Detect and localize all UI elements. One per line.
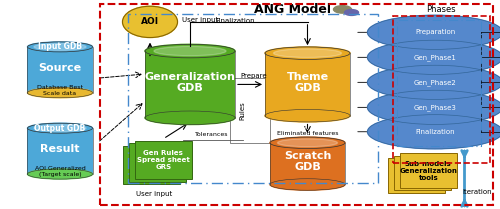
Circle shape — [344, 10, 358, 15]
FancyBboxPatch shape — [230, 78, 270, 143]
Ellipse shape — [368, 115, 500, 149]
Text: Preparation: Preparation — [415, 29, 455, 35]
FancyBboxPatch shape — [128, 143, 186, 182]
Text: User input: User input — [136, 191, 172, 197]
Text: Database Best
Scale data: Database Best Scale data — [37, 85, 83, 96]
Ellipse shape — [145, 111, 235, 125]
Ellipse shape — [368, 40, 500, 74]
Text: Scratch
GDB: Scratch GDB — [284, 151, 331, 172]
Text: Tolerances: Tolerances — [194, 132, 228, 137]
Ellipse shape — [34, 125, 86, 132]
Ellipse shape — [368, 90, 500, 124]
Ellipse shape — [265, 47, 350, 59]
Ellipse shape — [368, 15, 500, 49]
Ellipse shape — [154, 46, 226, 56]
Text: Finalization: Finalization — [215, 18, 255, 24]
Text: Source: Source — [38, 63, 82, 73]
Ellipse shape — [34, 43, 86, 50]
FancyBboxPatch shape — [122, 146, 180, 185]
Ellipse shape — [28, 123, 92, 133]
Text: Gen_Phase3: Gen_Phase3 — [414, 104, 457, 111]
Text: AOI Generalized
(Target scale): AOI Generalized (Target scale) — [34, 166, 86, 177]
Ellipse shape — [28, 42, 92, 52]
Ellipse shape — [145, 44, 235, 58]
FancyBboxPatch shape — [28, 47, 92, 93]
Text: Finalization: Finalization — [415, 129, 455, 135]
FancyBboxPatch shape — [400, 153, 457, 188]
Text: AOI: AOI — [141, 17, 159, 26]
Circle shape — [334, 6, 351, 13]
Ellipse shape — [368, 65, 500, 99]
Text: Rules: Rules — [240, 101, 246, 120]
Text: Iteration: Iteration — [462, 189, 492, 195]
FancyBboxPatch shape — [388, 158, 445, 193]
Text: Result: Result — [40, 144, 80, 154]
Ellipse shape — [265, 110, 350, 122]
Text: Theme
GDB: Theme GDB — [286, 71, 329, 93]
FancyBboxPatch shape — [394, 156, 451, 190]
Text: Generalization
GDB: Generalization GDB — [144, 71, 236, 93]
Text: Gen_Phase2: Gen_Phase2 — [414, 79, 457, 86]
Text: ANG Model: ANG Model — [254, 3, 331, 16]
Text: Gen Rules
Spread sheet
GRS: Gen Rules Spread sheet GRS — [137, 150, 190, 170]
Ellipse shape — [122, 6, 178, 38]
FancyBboxPatch shape — [28, 128, 92, 174]
Text: Phases: Phases — [426, 5, 456, 14]
FancyBboxPatch shape — [134, 141, 192, 180]
Text: Output GDB: Output GDB — [34, 124, 86, 133]
Text: Eliminated features: Eliminated features — [277, 131, 338, 136]
Text: Prepare: Prepare — [240, 73, 266, 79]
Text: Input GDB: Input GDB — [38, 42, 82, 51]
Ellipse shape — [28, 169, 92, 179]
FancyBboxPatch shape — [265, 53, 350, 116]
Ellipse shape — [28, 88, 92, 98]
Text: Sub-models
Generalization
tools: Sub-models Generalization tools — [400, 161, 457, 181]
Ellipse shape — [270, 179, 345, 190]
Ellipse shape — [278, 139, 338, 147]
FancyBboxPatch shape — [145, 51, 235, 118]
Ellipse shape — [270, 137, 345, 149]
FancyBboxPatch shape — [270, 143, 345, 185]
Ellipse shape — [274, 49, 342, 57]
Text: Gen_Phase1: Gen_Phase1 — [414, 54, 457, 61]
Text: User input: User input — [182, 17, 219, 23]
